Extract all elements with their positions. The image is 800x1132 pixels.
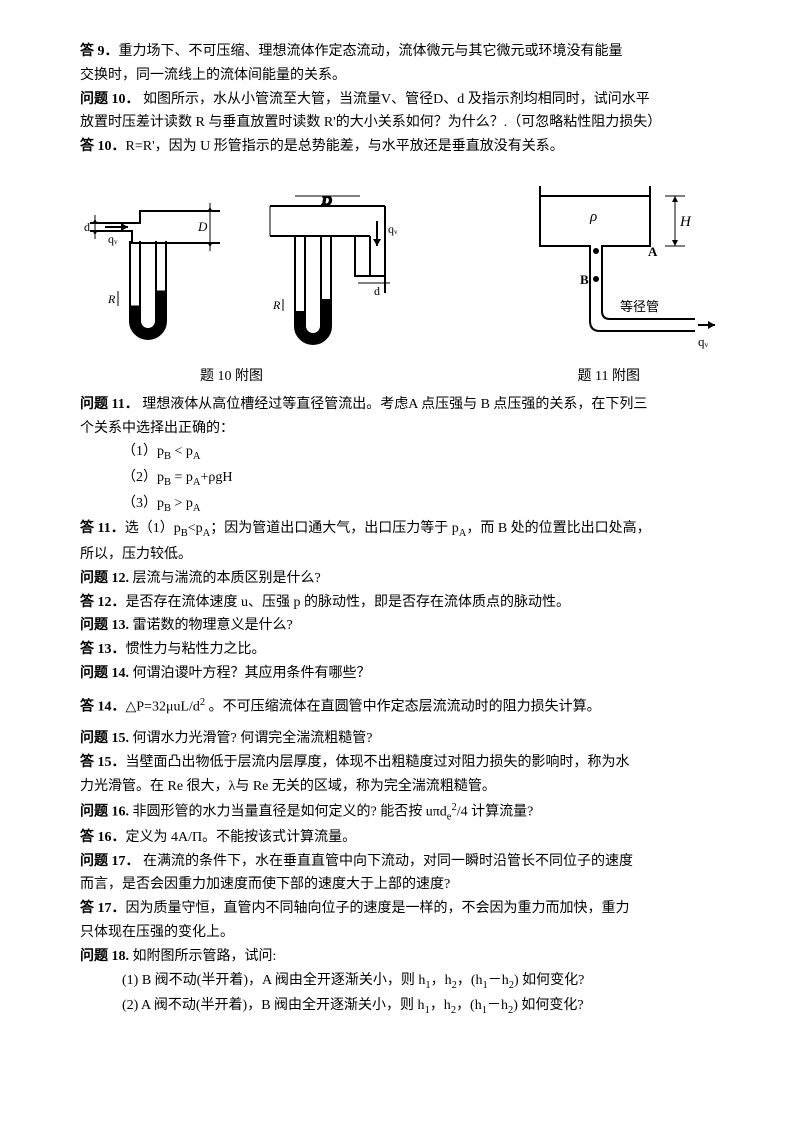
- svg-text:D: D: [197, 219, 208, 234]
- q15-text: 何谓水力光滑管? 何谓完全湍流粗糙管?: [133, 731, 373, 746]
- question-13: 问题 13. 雷诺数的物理意义是什么?: [80, 614, 720, 638]
- question-15: 问题 15. 何谓水力光滑管? 何谓完全湍流粗糙管?: [80, 727, 720, 751]
- a9-text1: 重力场下、不可压缩、理想流体作定态流动，流体微元与其它微元或环境没有能量: [119, 44, 623, 59]
- svg-text:D: D: [321, 193, 332, 208]
- answer-15: 答 15．当壁面凸出物低于层流内层厚度，体现不出粗糙度过对阻力损失的影响时，称为…: [80, 751, 720, 775]
- svg-text:qᵥ: qᵥ: [698, 334, 709, 349]
- a14-label: 答 14．: [80, 699, 126, 714]
- answer-9: 答 9．重力场下、不可压缩、理想流体作定态流动，流体微元与其它微元或环境没有能量: [80, 40, 720, 64]
- q11-opt3: （3）pB > pA: [80, 492, 720, 518]
- q18-opt1: (1) B 阀不动(半开着)，A 阀由全开逐渐关小，则 h1，h2，(h1－h2…: [80, 969, 720, 995]
- q10-label: 问题 10．: [80, 92, 140, 107]
- q10-text1: 如图所示，水从小管流至大管，当流量V、管径D、d 及指示剂均相同时，试问水平: [143, 92, 650, 107]
- a10-text: R=R'，因为 U 形管指示的是总势能差，与水平放还是垂直放没有关系。: [126, 139, 564, 154]
- q11-label: 问题 11．: [80, 397, 139, 412]
- figures-row: d qᵥ D R D: [80, 171, 720, 361]
- a16-text: 定义为 4A/Π。不能按该式计算流量。: [126, 830, 357, 845]
- q11-cont: 个关系中选择出正确的：: [80, 417, 720, 441]
- q11-opt1: （1）pB < pA: [80, 440, 720, 466]
- svg-text:ρ: ρ: [589, 209, 597, 225]
- answer-11: 答 11．选（1）pB<pA；因为管道出口通大气，出口压力等于 pA，而 B 处…: [80, 517, 720, 543]
- question-18: 问题 18. 如附图所示管路，试问:: [80, 945, 720, 969]
- answer-14: 答 14．△P=32μuL/d2 。不可压缩流体在直圆管中作定态层流流动时的阻力…: [80, 694, 720, 719]
- answer-16: 答 16．定义为 4A/Π。不能按该式计算流量。: [80, 826, 720, 850]
- svg-text:B: B: [580, 272, 589, 287]
- svg-text:d: d: [84, 220, 90, 234]
- a13-label: 答 13．: [80, 642, 126, 657]
- answer-12: 答 12．是否存在流体速度 u、压强 p 的脉动性，即是否存在流体质点的脉动性。: [80, 591, 720, 615]
- q12-text: 层流与湍流的本质区别是什么?: [133, 571, 321, 586]
- fig10-horizontal-icon: d qᵥ D R: [80, 191, 230, 361]
- q18-text: 如附图所示管路，试问:: [133, 949, 277, 964]
- a15-label: 答 15．: [80, 755, 126, 770]
- a9-cont: 交换时，同一流线上的流体间能量的关系。: [80, 64, 720, 88]
- q12-label: 问题 12.: [80, 571, 129, 586]
- q10-cont: 放置时压差计读数 R 与垂直放置时读数 R'的大小关系如何？为什么？.（可忽略粘…: [80, 111, 720, 135]
- a16-label: 答 16．: [80, 830, 126, 845]
- caption-11: 题 11 附图: [578, 365, 640, 389]
- a12-label: 答 12．: [80, 595, 126, 610]
- answer-17: 答 17．因为质量守恒，直管内不同轴向位子的速度是一样的，不会因为重力而加快，重…: [80, 897, 720, 921]
- answer-13: 答 13．惯性力与粘性力之比。: [80, 638, 720, 662]
- q11-opt2: （2）pB = pA+ρgH: [80, 466, 720, 492]
- q11-text1: 理想液体从高位槽经过等直径管流出。考虑A 点压强与 B 点压强的关系，在下列三: [142, 397, 647, 412]
- svg-text:R: R: [107, 292, 116, 306]
- question-11: 问题 11． 理想液体从高位槽经过等直径管流出。考虑A 点压强与 B 点压强的关…: [80, 393, 720, 417]
- question-10: 问题 10． 如图所示，水从小管流至大管，当流量V、管径D、d 及指示剂均相同时…: [80, 88, 720, 112]
- a15-cont: 力光滑管。在 Re 很大，λ与 Re 无关的区域，称为完全湍流粗糙管。: [80, 775, 720, 799]
- q14-text: 何谓泊谡叶方程？其应用条件有哪些？: [133, 666, 371, 681]
- a17-cont: 只体现在压强的变化上。: [80, 921, 720, 945]
- q17-cont: 而言，是否会因重力加速度而使下部的速度大于上部的速度?: [80, 873, 720, 897]
- answer-10: 答 10．R=R'，因为 U 形管指示的是总势能差，与水平放还是垂直放没有关系。: [80, 135, 720, 159]
- svg-text:等径管: 等径管: [620, 299, 659, 314]
- svg-text:qᵥ: qᵥ: [108, 232, 118, 246]
- figure-captions: 题 10 附图 题 11 附图: [80, 365, 720, 389]
- a11-cont: 所以，压力较低。: [80, 543, 720, 567]
- a15-text1: 当壁面凸出物低于层流内层厚度，体现不出粗糙度过对阻力损失的影响时，称为水: [126, 755, 630, 770]
- q17-text1: 在满流的条件下，水在垂直直管中向下流动，对同一瞬时沿管长不同位子的速度: [143, 854, 633, 869]
- q13-label: 问题 13.: [80, 618, 129, 633]
- q13-text: 雷诺数的物理意义是什么?: [133, 618, 293, 633]
- question-17: 问题 17． 在满流的条件下，水在垂直直管中向下流动，对同一瞬时沿管长不同位子的…: [80, 850, 720, 874]
- a9-label: 答 9．: [80, 44, 119, 59]
- svg-text:R: R: [272, 298, 281, 312]
- q16-label: 问题 16.: [80, 804, 129, 819]
- q18-label: 问题 18.: [80, 949, 129, 964]
- a17-text1: 因为质量守恒，直管内不同轴向位子的速度是一样的，不会因为重力而加快，重力: [126, 901, 630, 916]
- fig10-vertical-icon: D qᵥ d R: [240, 191, 400, 361]
- question-14: 问题 14. 何谓泊谡叶方程？其应用条件有哪些？: [80, 662, 720, 686]
- svg-text:qᵥ: qᵥ: [388, 222, 398, 236]
- figure-11-icon: ρ H A B 等径管 qᵥ: [520, 171, 720, 361]
- question-16: 问题 16. 非圆形管的水力当量直径是如何定义的? 能否按 uπde2/4 计算…: [80, 799, 720, 826]
- figure-10: d qᵥ D R D: [80, 191, 400, 361]
- a12-text: 是否存在流体速度 u、压强 p 的脉动性，即是否存在流体质点的脉动性。: [126, 595, 571, 610]
- q15-label: 问题 15.: [80, 731, 129, 746]
- a13-text: 惯性力与粘性力之比。: [126, 642, 266, 657]
- a10-label: 答 10．: [80, 139, 126, 154]
- a11-label: 答 11．: [80, 521, 125, 536]
- question-12: 问题 12. 层流与湍流的本质区别是什么?: [80, 567, 720, 591]
- q18-opt2: (2) A 阀不动(半开着)，B 阀由全开逐渐关小，则 h1，h2，(h1－h2…: [80, 994, 720, 1020]
- caption-10: 题 10 附图: [200, 365, 263, 389]
- svg-text:A: A: [648, 244, 658, 259]
- a17-label: 答 17．: [80, 901, 126, 916]
- q17-label: 问题 17．: [80, 854, 140, 869]
- svg-text:d: d: [374, 284, 380, 298]
- svg-text:H: H: [679, 214, 692, 230]
- q14-label: 问题 14.: [80, 666, 129, 681]
